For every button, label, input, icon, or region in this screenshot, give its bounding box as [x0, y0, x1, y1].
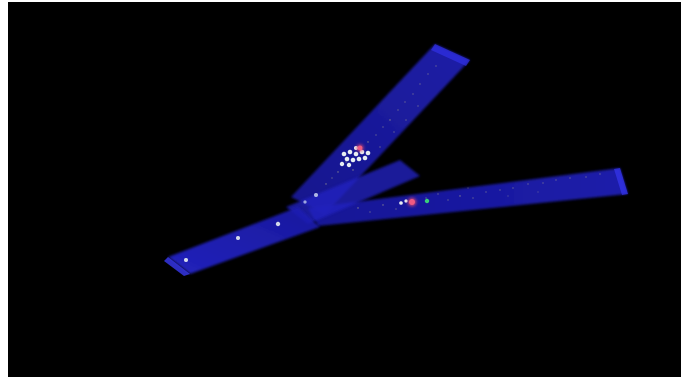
render-viewport — [8, 2, 681, 377]
lower-branch — [164, 207, 320, 276]
particle-cluster-upper — [339, 144, 371, 168]
upper-branch — [291, 44, 470, 214]
junction-block — [286, 160, 420, 224]
particles-lower — [184, 193, 318, 262]
right-branch — [308, 168, 628, 226]
y-branch-render — [164, 44, 628, 276]
particle-cluster-right — [399, 198, 430, 206]
